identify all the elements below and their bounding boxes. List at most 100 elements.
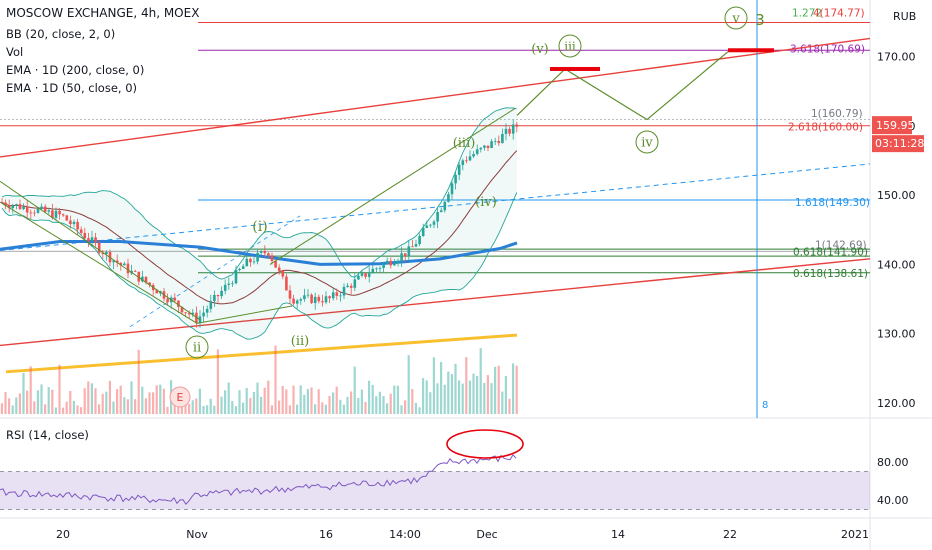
volume-bar [389, 393, 392, 414]
volume-bar [188, 403, 191, 414]
volume-bar [40, 384, 43, 414]
candle-body [360, 273, 364, 276]
candle-body [259, 251, 263, 253]
earnings-label: E [177, 391, 184, 404]
volume-bar [494, 366, 497, 414]
volume-bar [47, 387, 50, 414]
ema50-line [5, 333, 518, 374]
fib-label-2: 1(160.79) [811, 108, 863, 120]
price-tick-2: 150.00 [877, 189, 916, 202]
volume-bar [220, 396, 223, 414]
volume-bar [299, 385, 302, 414]
volume-bar [306, 389, 309, 414]
volume-bar [123, 397, 126, 414]
candle-body [101, 252, 105, 254]
candle-body [25, 206, 29, 213]
volume-bar [8, 398, 11, 414]
countdown-badge [872, 135, 924, 153]
volume-bar [184, 401, 187, 414]
volume-bar [65, 401, 68, 414]
price-tick-4: 130.00 [877, 328, 916, 341]
candle-body [313, 296, 317, 304]
bb-upper [1, 107, 517, 280]
candle-body [137, 271, 141, 282]
candle-body [144, 276, 148, 283]
volume-bar [274, 345, 277, 414]
volume-bar [425, 380, 428, 414]
candle-body [299, 299, 303, 301]
volume-bar [134, 399, 137, 414]
indicator-ema200[interactable]: EMA · 1D (200, close, 0) [6, 63, 145, 77]
volume-bar [116, 389, 119, 414]
rsi-band [0, 471, 870, 510]
blue-dashed-trendline [0, 163, 871, 252]
volume-bar [407, 355, 410, 414]
volume-bar [87, 381, 90, 414]
candle-body [493, 140, 497, 142]
rsi-title[interactable]: RSI (14, close) [6, 428, 89, 442]
volume-bar [51, 389, 54, 414]
wave-line-2 [0, 180, 201, 321]
candle-body [324, 296, 328, 303]
volume-bar [321, 402, 324, 414]
volume-bar [33, 401, 36, 414]
volume-bar [44, 404, 47, 414]
wave-label-7: iii [564, 39, 576, 53]
indicator-vol[interactable]: Vol [6, 45, 24, 59]
volume-bar [162, 388, 165, 414]
candle-body [425, 225, 429, 228]
volume-bar [296, 404, 299, 414]
bb-fill [2, 107, 517, 340]
indicator-bb[interactable]: BB (20, close, 2, 0) [6, 27, 116, 41]
rsi-tick-1: 40.00 [877, 494, 909, 507]
volume-bar [242, 402, 245, 414]
volume-bar [249, 398, 252, 414]
volume-bar [454, 363, 457, 414]
candle-body [22, 206, 25, 210]
candle-body [364, 273, 367, 277]
volume-bar [29, 366, 32, 414]
volume-bar [386, 403, 389, 414]
volume-bar [483, 382, 486, 414]
volume-bar [224, 390, 227, 414]
candle-body [79, 229, 83, 234]
volume-bar [256, 382, 259, 414]
volume-bar [310, 387, 313, 414]
candle-body [43, 206, 47, 212]
volume-bar [501, 391, 504, 414]
candle-body [54, 210, 58, 218]
volume-bar [396, 385, 399, 414]
volume-bar [443, 384, 446, 414]
candle-body [205, 308, 209, 313]
volume-bar [288, 405, 291, 414]
volume-bar [213, 405, 216, 414]
candle-body [18, 204, 22, 210]
candle-body [133, 270, 137, 272]
indicator-ema50[interactable]: EMA · 1D (50, close, 0) [6, 81, 138, 95]
candle-body [468, 156, 472, 161]
candle-body [72, 221, 76, 225]
volume-bar [375, 396, 378, 414]
candle-body [202, 312, 205, 317]
fib-label-1: 3.618(170.69) [790, 43, 865, 55]
candle-body [393, 263, 396, 266]
volume-bar [364, 401, 367, 414]
candle-body [407, 246, 411, 257]
volume-bar [245, 388, 248, 414]
volume-bar [62, 407, 65, 414]
volume-bar [80, 407, 83, 414]
candle-body [411, 246, 414, 248]
volume-bar [58, 364, 61, 414]
candle-body [234, 270, 238, 284]
candle-body [213, 294, 216, 302]
volume-bar [267, 380, 270, 414]
ema200-line [0, 240, 518, 266]
wave-label-5: (iv) [475, 195, 497, 210]
time-tick-7: 2021 [841, 528, 869, 541]
candle-body [317, 296, 321, 302]
volume-bar [360, 389, 363, 414]
wave-label-2: (i) [252, 219, 267, 235]
volume-bar [476, 375, 479, 414]
candle-body [58, 210, 61, 215]
